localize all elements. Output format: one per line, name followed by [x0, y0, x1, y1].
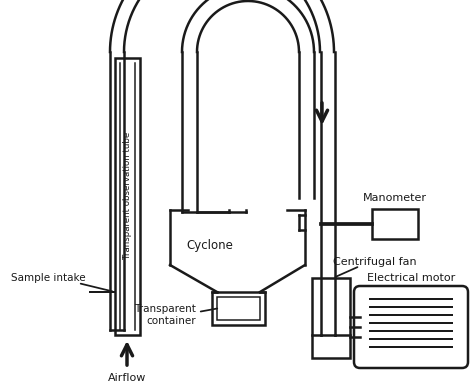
- Text: Centrifugal fan: Centrifugal fan: [333, 257, 417, 267]
- Text: Sample intake: Sample intake: [11, 273, 85, 283]
- Text: Transparent observation tube: Transparent observation tube: [123, 131, 132, 259]
- Text: Manometer: Manometer: [363, 193, 427, 203]
- Text: Transparent
container: Transparent container: [134, 304, 196, 326]
- Text: Electrical motor: Electrical motor: [367, 273, 455, 283]
- Text: Airflow: Airflow: [108, 373, 146, 383]
- Text: Cyclone: Cyclone: [187, 238, 233, 252]
